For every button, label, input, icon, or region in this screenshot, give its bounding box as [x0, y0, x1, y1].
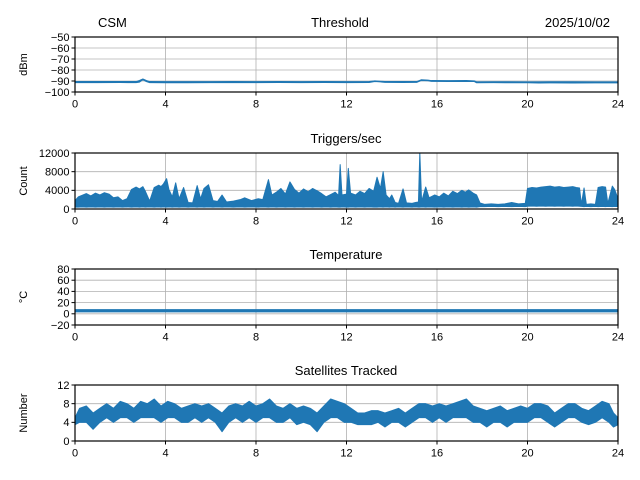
- x-tick-label: 20: [521, 99, 533, 111]
- x-tick-label: 24: [612, 216, 624, 228]
- plot-area-satellites: 0 4 8 12 16 20 24 0 4 8 12: [57, 380, 624, 460]
- chart-title-threshold: Threshold: [311, 15, 369, 30]
- y-tick-label: 80: [57, 264, 69, 276]
- y-tick-label: −80: [51, 65, 70, 77]
- y-tick-label: −90: [51, 76, 70, 88]
- y-tick-label: 40: [57, 286, 69, 298]
- subplot-triggers: 0 4 8 12 16 20 24 0 4000 8000 12000 Triggers/sec C…: [18, 131, 624, 228]
- x-tick-label: 4: [162, 332, 168, 344]
- x-tick-label: 0: [72, 448, 78, 460]
- y-tick-label: −100: [45, 87, 70, 99]
- ylabel-temperature: °C: [18, 291, 30, 303]
- y-tick-label: −20: [51, 320, 70, 332]
- ylabel-threshold: dBm: [18, 53, 30, 76]
- x-tick-label: 12: [340, 216, 352, 228]
- corner-label-date: 2025/10/02: [545, 15, 610, 30]
- ylabel-triggers: Count: [18, 166, 30, 195]
- y-tick-label: 12000: [39, 148, 70, 160]
- corner-label-left: CSM: [98, 15, 127, 30]
- x-tick-label: 16: [431, 448, 443, 460]
- x-tick-label: 0: [72, 332, 78, 344]
- y-tick-label: −70: [51, 54, 70, 66]
- x-tick-label: 16: [431, 99, 443, 111]
- y-tick-label: 0: [63, 309, 69, 321]
- x-tick-label: 20: [521, 216, 533, 228]
- x-tick-label: 0: [72, 216, 78, 228]
- x-tick-label: 24: [612, 99, 624, 111]
- subplot-threshold: 0 4 8 12 16 20 24 −100−90−80−70−60−50 CSM Thres…: [18, 15, 624, 111]
- y-tick-label: 12: [57, 380, 69, 392]
- y-tick-label: 4: [63, 417, 69, 429]
- x-tick-label: 20: [521, 332, 533, 344]
- y-tick-label: −60: [51, 43, 70, 55]
- x-tick-label: 8: [253, 99, 259, 111]
- x-tick-label: 8: [253, 216, 259, 228]
- x-tick-label: 12: [340, 332, 352, 344]
- chart-title-triggers: Triggers/sec: [310, 131, 382, 146]
- x-tick-label: 8: [253, 332, 259, 344]
- y-tick-label: 0: [63, 204, 69, 216]
- x-tick-label: 12: [340, 99, 352, 111]
- y-tick-label: 8: [63, 398, 69, 410]
- y-tick-label: 8000: [45, 166, 69, 178]
- y-tick-label: 60: [57, 275, 69, 287]
- x-tick-label: 12: [340, 448, 352, 460]
- x-tick-label: 24: [612, 332, 624, 344]
- series-temperature-c: [74, 309, 619, 313]
- x-tick-label: 20: [521, 448, 533, 460]
- y-tick-label: 0: [63, 436, 69, 448]
- y-tick-label: 4000: [45, 185, 69, 197]
- subplot-satellites: 0 4 8 12 16 20 24 0 4 8 12 Satellites Tracked Numb…: [18, 363, 624, 460]
- ylabel-satellites: Number: [18, 393, 30, 432]
- plot-area-triggers: 0 4 8 12 16 20 24 0 4000 8000 12000: [39, 148, 624, 228]
- x-tick-label: 8: [253, 448, 259, 460]
- chart-title-temperature: Temperature: [310, 247, 383, 262]
- x-tick-label: 24: [612, 448, 624, 460]
- x-tick-label: 16: [431, 332, 443, 344]
- x-tick-label: 4: [162, 99, 168, 111]
- y-tick-label: −50: [51, 32, 70, 44]
- x-tick-label: 16: [431, 216, 443, 228]
- x-tick-label: 4: [162, 448, 168, 460]
- plot-area-threshold: 0 4 8 12 16 20 24 −100−90−80−70−60−50: [45, 32, 624, 111]
- chart-title-satellites: Satellites Tracked: [295, 363, 398, 378]
- x-tick-label: 4: [162, 216, 168, 228]
- x-tick-label: 0: [72, 99, 78, 111]
- y-tick-label: 20: [57, 297, 69, 309]
